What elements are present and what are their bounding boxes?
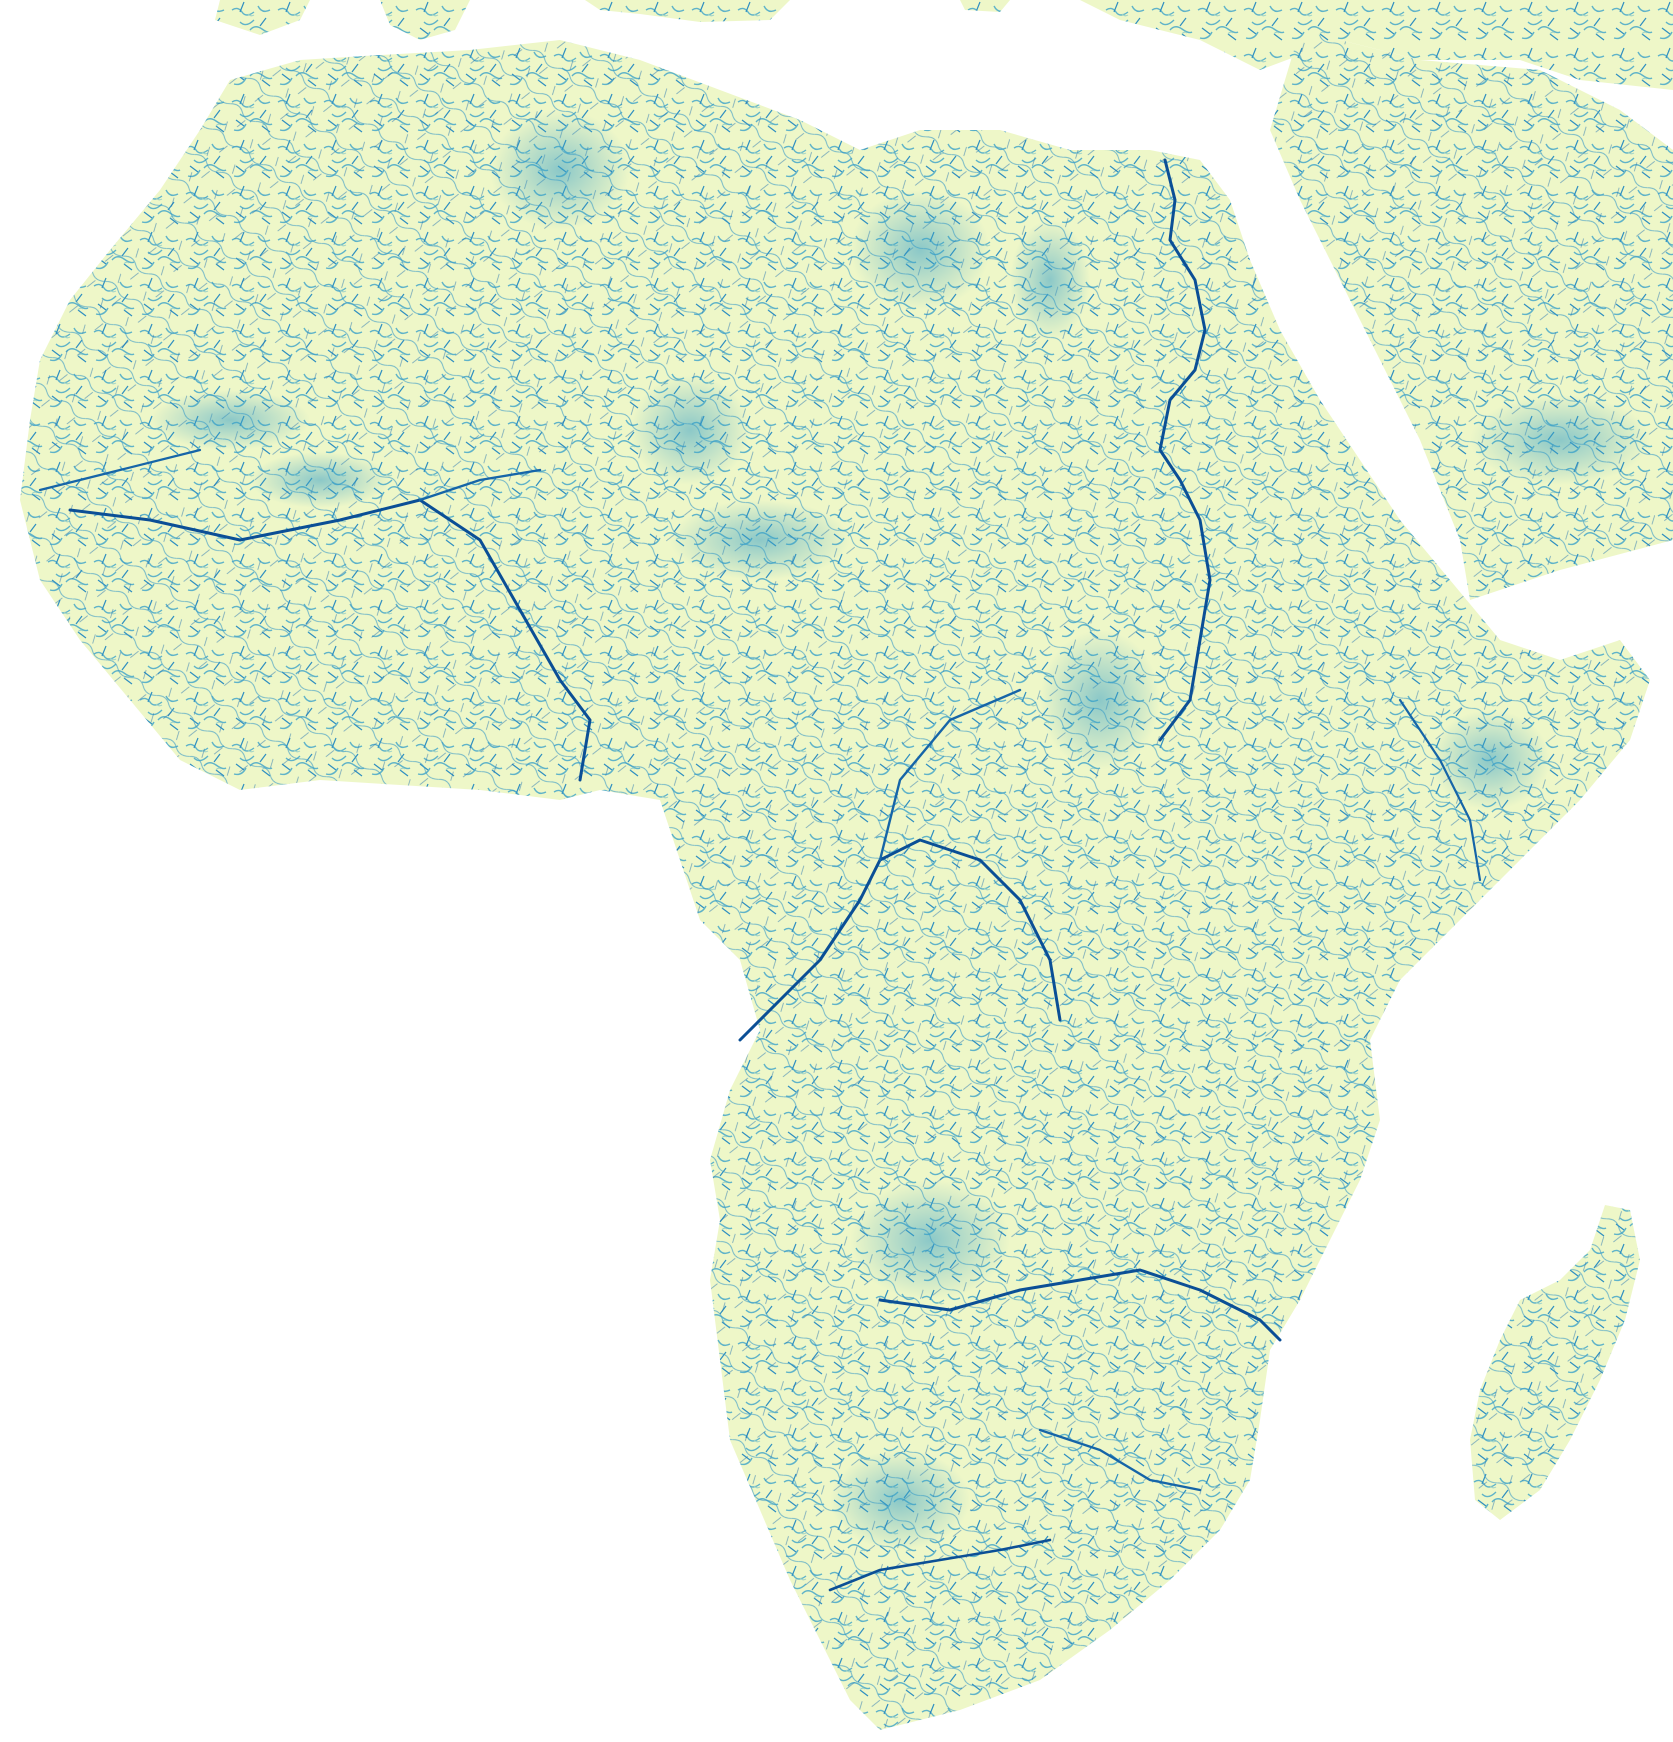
river-juba-shabelle	[1398, 698, 1482, 882]
river-congo	[738, 838, 1062, 1042]
river-niger	[68, 498, 592, 782]
river-limpopo	[1038, 1428, 1202, 1492]
arabian-peninsula-landmass	[1270, 30, 1673, 600]
river-senegal	[38, 448, 202, 492]
river-congo-ubangi	[878, 688, 1022, 862]
madagascar-landmass	[1470, 1205, 1640, 1520]
river-niger-upper	[418, 468, 542, 502]
river-nile	[1158, 158, 1212, 742]
europe-coast-landmass	[215, 0, 1673, 90]
major-rivers	[38, 158, 1482, 1592]
river-orange	[828, 1538, 1052, 1592]
africa-mainland-landmass	[20, 40, 1650, 1730]
river-zambezi	[878, 1268, 1282, 1342]
